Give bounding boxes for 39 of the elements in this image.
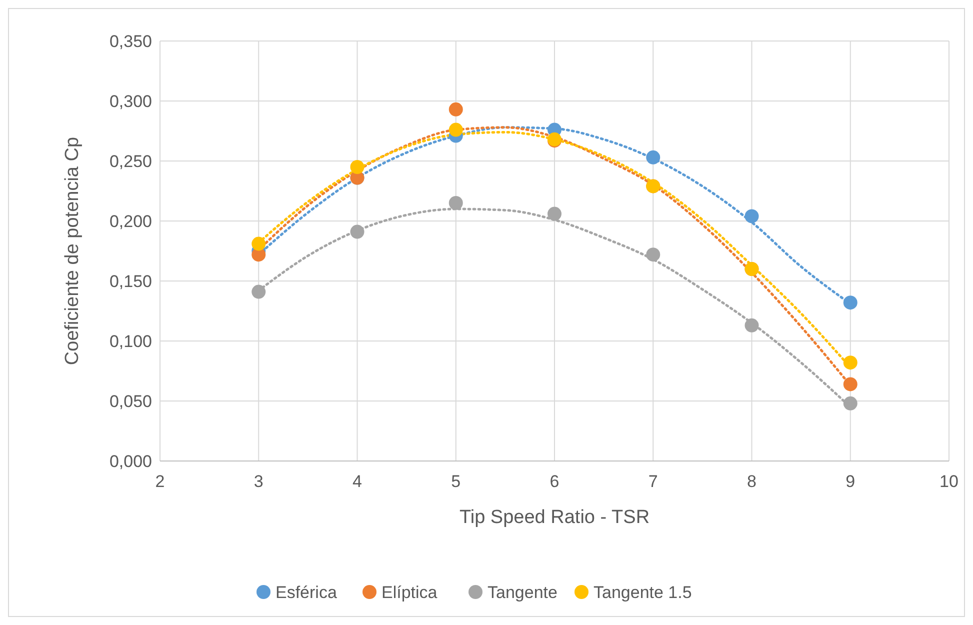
point <box>646 248 660 262</box>
x-tick-label: 9 <box>846 472 856 491</box>
point <box>843 377 858 392</box>
legend-label: Elíptica <box>382 582 438 602</box>
legend-label: Tangente <box>488 582 558 602</box>
point <box>744 318 759 332</box>
y-tick-label: 0,300 <box>109 92 152 111</box>
point <box>843 296 858 310</box>
x-tick-label: 4 <box>352 472 362 491</box>
x-tick-label: 5 <box>451 472 461 491</box>
point <box>252 284 266 299</box>
point <box>646 150 660 164</box>
y-tick-label: 0,100 <box>109 332 152 351</box>
point <box>252 236 266 251</box>
y-tick-label: 0,350 <box>109 32 152 51</box>
point <box>448 102 463 116</box>
point <box>448 196 463 210</box>
point <box>548 206 562 221</box>
x-tick-label: 3 <box>254 472 264 491</box>
point <box>744 209 759 224</box>
y-tick-label: 0,250 <box>109 152 152 171</box>
x-tick-label: 7 <box>648 472 658 491</box>
y-tick-label: 0,200 <box>109 212 152 231</box>
y-tick-label: 0,000 <box>109 452 152 471</box>
y-tick-label: 0,150 <box>109 272 152 291</box>
point <box>448 122 463 137</box>
point <box>350 160 364 174</box>
point <box>843 396 858 410</box>
y-tick-label: 0,050 <box>109 392 152 411</box>
legend-label: Esférica <box>276 582 338 602</box>
x-tick-label: 8 <box>747 472 756 491</box>
x-tick-label: 10 <box>940 472 958 491</box>
point <box>350 224 364 239</box>
point <box>843 356 858 370</box>
x-tick-label: 6 <box>550 472 560 491</box>
y-axis-title: Coeficiente de potencia Cp <box>62 136 83 366</box>
x-axis-title: Tip Speed Ratio - TSR <box>459 507 650 528</box>
legend-label: Tangente 1.5 <box>594 582 692 602</box>
x-tick-label: 2 <box>155 472 165 491</box>
